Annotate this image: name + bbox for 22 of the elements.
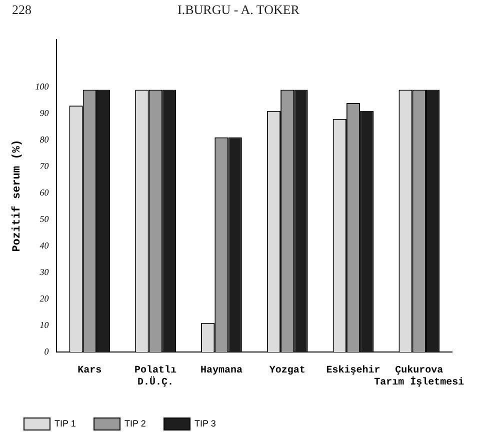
y-tick-label: 90 — [40, 108, 50, 118]
x-tick-label: Polatlı D.Ü.Ç. — [134, 364, 177, 389]
y-tick-label: 0 — [44, 346, 50, 356]
y-tick-label: 80 — [40, 134, 50, 144]
x-tick-label: Eskişehir — [326, 364, 380, 377]
x-tick-label: Haymana — [200, 366, 242, 377]
y-tick-label: 30 — [38, 266, 50, 277]
x-tick-label: Yozgat — [269, 366, 306, 377]
legend-label: TIP 2 — [124, 418, 146, 428]
y-tick-label: 60 — [40, 187, 50, 198]
y-tick-label: 70 — [40, 160, 50, 171]
legend-label: TIP 3 — [194, 418, 216, 428]
legend-label: TIP 1 — [54, 418, 76, 428]
y-tick-label: 10 — [40, 320, 50, 330]
text: I.BURGU - A. TOKER — [178, 2, 300, 18]
text: 228 — [12, 2, 32, 18]
y-tick-label: 20 — [40, 293, 50, 304]
y-axis-title: Pozitif serum (%) — [10, 140, 24, 252]
x-tick-label: Kars — [78, 366, 102, 377]
y-tick-label: 50 — [40, 214, 50, 224]
y-tick-label: 100 — [35, 81, 50, 92]
y-tick-label: 40 — [40, 240, 50, 250]
